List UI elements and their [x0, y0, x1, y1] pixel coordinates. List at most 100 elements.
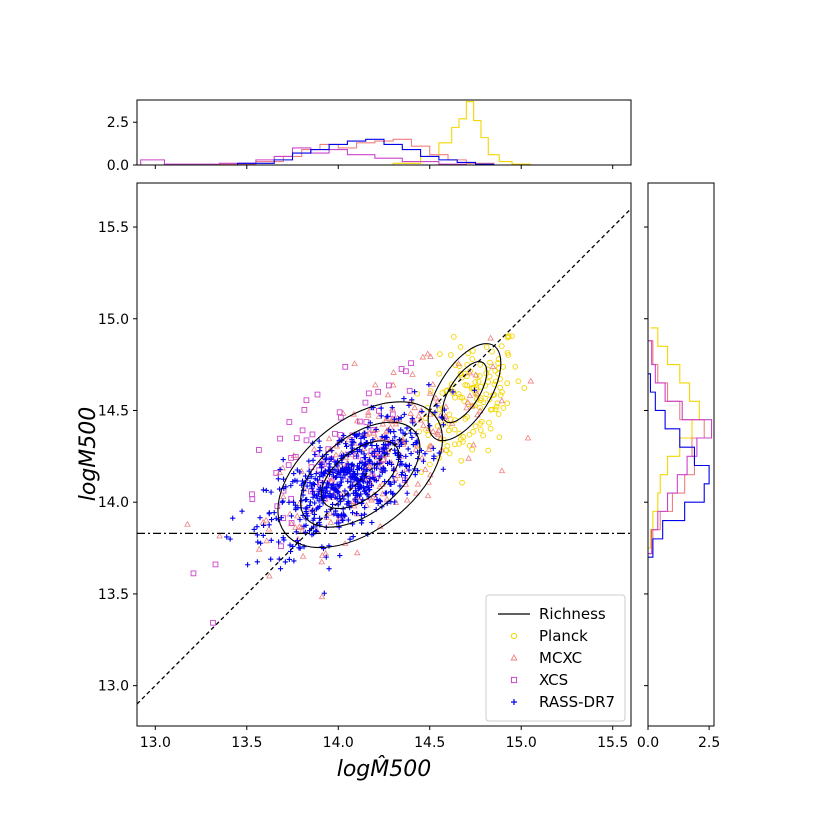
point-rass-dr7: [410, 441, 416, 448]
point-planck: [459, 479, 465, 486]
point-rass-dr7: [338, 479, 345, 485]
point-mcxc: [310, 445, 318, 452]
point-rass-dr7: [321, 590, 327, 596]
point-rass-dr7: [422, 451, 428, 457]
point-rass-dr7: [317, 503, 323, 510]
scatter-points: [184, 333, 535, 626]
point-planck: [469, 356, 475, 362]
point-rass-dr7: [372, 448, 378, 455]
x-tick-label: 14.0: [323, 735, 354, 751]
point-rass-dr7: [450, 389, 456, 395]
point-rass-dr7: [310, 494, 316, 500]
point-rass-dr7: [379, 469, 385, 475]
point-rass-dr7: [361, 485, 367, 491]
point-rass-dr7: [398, 427, 404, 433]
point-rass-dr7: [412, 389, 418, 395]
point-mcxc: [455, 360, 462, 367]
point-rass-dr7: [348, 462, 354, 468]
point-rass-dr7: [375, 500, 381, 507]
point-rass-dr7: [354, 478, 361, 484]
point-rass-dr7: [336, 520, 342, 526]
point-rass-dr7: [378, 413, 384, 419]
point-rass-dr7: [314, 495, 320, 501]
point-rass-dr7: [266, 510, 272, 516]
point-rass-dr7: [362, 460, 369, 466]
point-mcxc: [498, 467, 506, 474]
point-rass-dr7: [406, 402, 412, 409]
x-tick-label: 14.5: [414, 735, 445, 751]
point-rass-dr7: [398, 472, 405, 478]
point-rass-dr7: [359, 520, 365, 526]
point-planck: [470, 428, 477, 435]
point-mcxc: [498, 397, 506, 404]
point-rass-dr7: [426, 382, 432, 388]
point-planck: [451, 441, 458, 448]
point-xcs: [210, 619, 216, 626]
main-axes-ticks: 13.0 13.5 14.0 14.5 15.0 15.5 13.0 13.5 14.0 14.5…: [98, 165, 648, 751]
point-xcs: [309, 431, 316, 438]
point-rass-dr7: [286, 556, 292, 563]
point-rass-dr7: [382, 468, 388, 474]
legend-marker-mcxc: [510, 654, 518, 661]
point-rass-dr7: [440, 422, 447, 428]
point-rass-dr7: [336, 493, 343, 499]
point-mcxc: [394, 472, 401, 478]
point-rass-dr7: [322, 457, 329, 463]
point-rass-dr7: [432, 409, 438, 415]
point-rass-dr7: [409, 416, 415, 422]
point-rass-dr7: [328, 494, 334, 500]
point-rass-dr7: [342, 488, 348, 494]
point-xcs: [273, 470, 280, 476]
point-rass-dr7: [420, 458, 427, 464]
top-histogram-panel: 0.0 2.5: [107, 99, 632, 174]
top-hist-y-tick-label: 2.5: [107, 115, 129, 131]
point-mcxc: [433, 429, 441, 436]
point-xcs: [406, 387, 413, 394]
legend-marker-xcs: [510, 676, 518, 684]
point-rass-dr7: [348, 442, 354, 448]
point-xcs: [363, 419, 370, 425]
point-rass-dr7: [367, 458, 373, 464]
point-rass-dr7: [307, 480, 313, 486]
point-planck: [466, 442, 473, 449]
point-rass-dr7: [384, 460, 391, 467]
point-mcxc: [464, 398, 472, 405]
point-rass-dr7: [303, 510, 309, 516]
point-planck: [504, 380, 511, 387]
x-axis-title: logM̂500: [337, 756, 432, 782]
point-planck: [436, 370, 442, 377]
point-rass-dr7: [268, 556, 274, 562]
point-rass-dr7: [354, 463, 361, 469]
point-rass-dr7: [313, 506, 320, 512]
point-rass-dr7: [309, 508, 315, 514]
point-rass-dr7: [364, 491, 370, 498]
point-mcxc: [318, 593, 326, 600]
point-rass-dr7: [319, 461, 325, 467]
point-planck: [446, 421, 453, 427]
point-rass-dr7: [282, 559, 288, 565]
point-mcxc: [421, 466, 429, 472]
point-rass-dr7: [329, 501, 336, 508]
top-histogram-rass-dr7: [237, 138, 495, 165]
point-xcs: [303, 437, 310, 444]
point-rass-dr7: [288, 513, 295, 519]
point-rass-dr7: [323, 514, 329, 520]
point-planck: [478, 418, 485, 425]
point-rass-dr7: [230, 515, 236, 521]
point-rass-dr7: [390, 490, 396, 496]
point-mcxc: [296, 523, 303, 529]
point-planck: [483, 391, 489, 398]
point-planck: [486, 396, 493, 403]
point-mcxc: [466, 369, 474, 376]
point-rass-dr7: [276, 486, 283, 492]
point-mcxc: [487, 334, 494, 341]
point-rass-dr7: [412, 471, 418, 478]
right-histogram-panel: 0.0 2.5: [637, 182, 720, 751]
point-rass-dr7: [339, 459, 345, 466]
point-rass-dr7: [357, 483, 364, 489]
point-mcxc: [417, 416, 424, 423]
point-rass-dr7: [309, 489, 316, 495]
point-mcxc: [442, 403, 450, 410]
point-planck: [487, 425, 494, 432]
point-mcxc: [325, 435, 333, 442]
